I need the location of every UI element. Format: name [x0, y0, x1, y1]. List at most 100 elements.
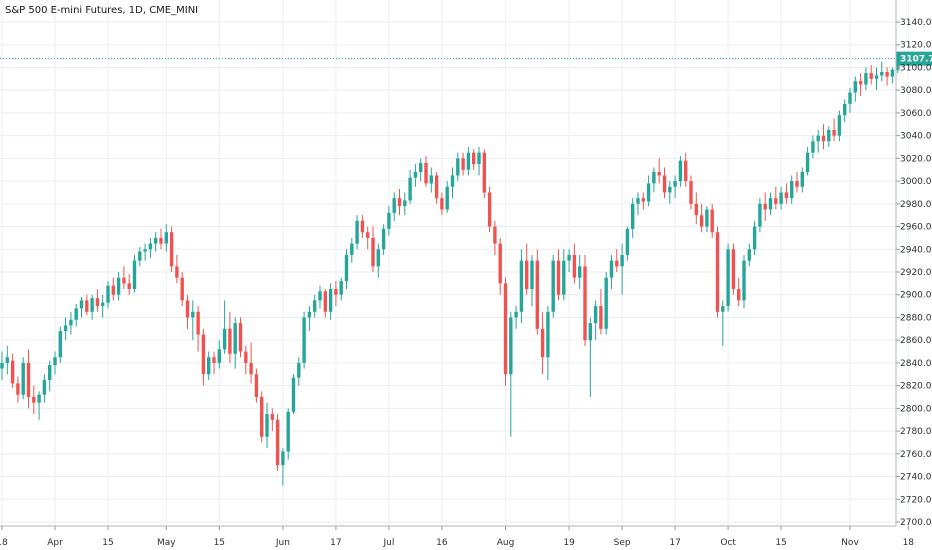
candle-up: [636, 192, 640, 216]
candle-body: [42, 379, 47, 395]
candle-body: [95, 298, 100, 307]
candle-body: [742, 260, 746, 301]
candle-body: [440, 198, 444, 210]
candle-down: [254, 368, 259, 403]
candle-up: [318, 285, 322, 309]
x-tick-label: 16: [436, 538, 448, 548]
candle-body: [662, 175, 667, 193]
candle-up: [646, 175, 651, 207]
candle-down: [784, 183, 789, 204]
y-tick-label: 2700.00: [900, 518, 932, 528]
candle-body: [551, 260, 555, 312]
candle-body: [821, 135, 826, 142]
candle-body: [482, 152, 486, 193]
candle-down: [821, 124, 826, 150]
candle-down: [763, 192, 767, 221]
candle-down: [482, 149, 486, 199]
candle-up: [705, 206, 709, 233]
candle-body: [625, 228, 630, 255]
candle-down: [774, 186, 778, 210]
candle-up: [450, 167, 455, 199]
candle-up: [164, 224, 168, 252]
x-tick-label: 17: [669, 538, 680, 548]
candle-body: [254, 374, 259, 397]
candle-body: [201, 334, 206, 375]
candle-down: [657, 158, 661, 184]
candle-body: [790, 181, 794, 199]
candle-down: [26, 349, 31, 409]
candle-body: [244, 351, 248, 363]
y-tick-label: 2780.00: [900, 427, 932, 437]
candle-body: [747, 249, 751, 261]
candle-body: [445, 186, 449, 210]
candle-up: [805, 147, 810, 176]
candle-up: [843, 99, 847, 122]
candle-down: [694, 192, 698, 225]
candle-up: [631, 198, 635, 238]
candle-body: [434, 175, 439, 199]
candle-body: [853, 81, 857, 93]
candle-body: [275, 419, 280, 466]
candle-down: [885, 67, 889, 86]
candle-body: [217, 349, 221, 363]
candle-body: [869, 73, 873, 79]
candle-down: [196, 306, 200, 352]
candle-down: [535, 249, 539, 335]
candle-body: [699, 215, 704, 227]
candle-up: [864, 67, 868, 91]
candle-down: [360, 215, 365, 238]
candle-body: [85, 300, 89, 312]
candle-down: [487, 186, 492, 233]
candle-body: [313, 300, 317, 312]
candle-body: [874, 75, 879, 79]
x-tick-label: 15: [102, 538, 113, 548]
y-tick-label: 2960.00: [900, 223, 932, 233]
candle-body: [90, 298, 94, 312]
candle-up: [355, 215, 359, 250]
candle-body: [360, 220, 365, 233]
candle-body: [222, 328, 227, 350]
candle-up: [297, 357, 301, 386]
candle-body: [567, 254, 571, 261]
candle-up: [207, 351, 211, 380]
candle-down: [85, 294, 89, 316]
candle-down: [572, 243, 577, 284]
candle-down: [731, 243, 736, 295]
candle-body: [880, 72, 884, 76]
candle-down: [434, 172, 439, 204]
candle-down: [32, 385, 36, 415]
candle-up: [593, 300, 598, 341]
candle-down: [710, 203, 714, 238]
candle-body: [339, 281, 343, 295]
candle-body: [429, 175, 433, 184]
candle-down: [689, 175, 693, 210]
candle-up: [445, 181, 449, 213]
candle-body: [397, 198, 402, 207]
candle-down: [699, 203, 704, 233]
candle-up: [880, 61, 884, 82]
candle-body: [805, 152, 810, 172]
candle-up: [79, 297, 84, 318]
y-tick-label: 3100.00: [900, 63, 932, 73]
candle-up: [811, 135, 815, 159]
x-tick-label: Oct: [720, 538, 736, 548]
candle-body: [827, 129, 831, 142]
candle-down: [641, 192, 645, 210]
candle-up: [562, 249, 566, 301]
candle-body: [21, 362, 25, 395]
candle-up: [509, 311, 513, 437]
candle-down: [270, 408, 274, 432]
x-tick-label: Jul: [382, 538, 394, 548]
candle-body: [890, 69, 895, 77]
candle-body: [10, 360, 15, 384]
candle-body: [413, 172, 418, 178]
candle-up: [419, 158, 423, 182]
candle-up: [307, 306, 312, 332]
candle-body: [456, 158, 460, 176]
y-tick-label: 2800.00: [900, 404, 932, 414]
candle-body: [615, 260, 619, 267]
x-tick-label: May: [157, 538, 176, 548]
candle-up: [63, 317, 68, 341]
